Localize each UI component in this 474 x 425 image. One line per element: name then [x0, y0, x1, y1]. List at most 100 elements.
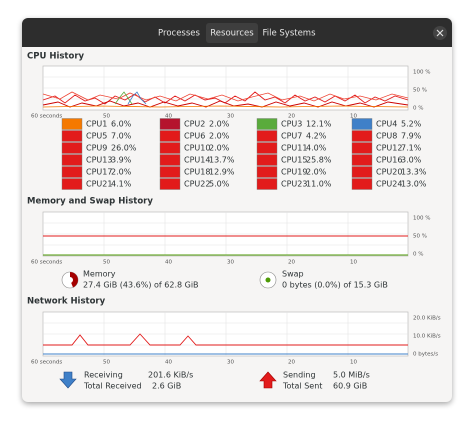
- cpu-usage: 7.1%: [401, 144, 422, 153]
- x-axis-label: 60 seconds: [31, 114, 62, 120]
- cpu-color-swatch[interactable]: [256, 130, 278, 142]
- cpu-usage: 12.1%: [306, 120, 332, 129]
- cpu-color-swatch[interactable]: [351, 142, 373, 154]
- cpu-color-swatch[interactable]: [61, 142, 83, 154]
- cpu-color-swatch[interactable]: [256, 118, 278, 130]
- cpu-color-swatch[interactable]: [159, 178, 181, 190]
- cpu-color-swatch[interactable]: [61, 118, 83, 130]
- cpu-usage: 2.0%: [306, 168, 327, 177]
- tab[interactable]: Resources: [210, 29, 254, 39]
- cpu-color-swatch[interactable]: [61, 178, 83, 190]
- cpu-name: CPU24: [376, 180, 402, 189]
- cpu-usage: 6.0%: [111, 120, 132, 129]
- y-axis-label: 10.0 KiB/s: [413, 334, 441, 340]
- cpu-name: CPU14: [184, 156, 210, 165]
- sending-icon[interactable]: [259, 371, 277, 389]
- y-axis-label: 100 %: [413, 70, 430, 76]
- cpu-color-swatch[interactable]: [159, 142, 181, 154]
- active-tab[interactable]: [206, 23, 258, 43]
- cpu-usage: 5.0%: [209, 180, 230, 189]
- cpu-usage: 13.7%: [209, 156, 235, 165]
- x-axis-label: 30: [227, 360, 234, 366]
- receiving-label: Receiving: [84, 371, 123, 380]
- cpu-name: CPU19: [281, 168, 307, 177]
- cpu-line: [42, 105, 409, 108]
- cpu-color-swatch[interactable]: [256, 142, 278, 154]
- cpu-line: [127, 91, 147, 105]
- x-axis-label: 10: [350, 360, 357, 366]
- cpu-usage: 7.0%: [111, 132, 132, 141]
- cpu-color-swatch[interactable]: [256, 166, 278, 178]
- cpu-color-swatch[interactable]: [61, 166, 83, 178]
- x-axis-label: 40: [165, 260, 172, 266]
- cpu-color-swatch[interactable]: [159, 130, 181, 142]
- sending-label: Sending: [283, 371, 316, 380]
- y-axis-label: 0 %: [413, 106, 423, 112]
- cpu-color-swatch[interactable]: [61, 154, 83, 166]
- cpu-color-swatch[interactable]: [256, 154, 278, 166]
- cpu-usage: 4.2%: [306, 132, 327, 141]
- x-axis-label: 20: [288, 360, 295, 366]
- cpu-usage: 26.0%: [111, 144, 137, 153]
- cpu-name: CPU9: [86, 144, 107, 153]
- cpu-color-swatch[interactable]: [256, 178, 278, 190]
- x-axis-label: 20: [288, 114, 295, 120]
- window: [22, 18, 452, 402]
- cpu-name: CPU18: [184, 168, 210, 177]
- cpu-usage: 25.8%: [306, 156, 332, 165]
- x-axis-label: 10: [350, 260, 357, 266]
- cpu-usage: 12.9%: [209, 168, 235, 177]
- x-axis-label: 30: [227, 260, 234, 266]
- cpu-usage: 3.9%: [111, 156, 132, 165]
- total-sent-label: Total Sent: [282, 382, 322, 391]
- cpu-name: CPU21: [86, 180, 112, 189]
- cpu-usage: 2.0%: [111, 168, 132, 177]
- x-axis-label: 50: [103, 260, 110, 266]
- cpu-usage: 3.0%: [401, 156, 422, 165]
- section-title: Network History: [27, 297, 106, 307]
- receiving-icon[interactable]: [59, 371, 77, 389]
- cpu-usage: 13.3%: [401, 168, 427, 177]
- cpu-color-swatch[interactable]: [351, 166, 373, 178]
- cpu-color-swatch[interactable]: [351, 178, 373, 190]
- tab[interactable]: Processes: [158, 29, 200, 39]
- section-title: CPU History: [27, 52, 85, 62]
- cpu-name: CPU5: [86, 132, 107, 141]
- cpu-line: [42, 91, 409, 102]
- cpu-name: CPU11: [281, 144, 307, 153]
- cpu-usage: 4.1%: [111, 180, 132, 189]
- cpu-name: CPU12: [376, 144, 402, 153]
- tab[interactable]: File Systems: [262, 29, 316, 39]
- x-axis-label: 40: [165, 114, 172, 120]
- grid: [43, 212, 408, 256]
- swap-detail: 0 bytes (0.0%) of 15.3 GiB: [282, 281, 388, 290]
- cpu-usage: 4.0%: [306, 144, 327, 153]
- cpu-color-swatch[interactable]: [351, 154, 373, 166]
- cpu-color-swatch[interactable]: [61, 130, 83, 142]
- y-axis-label: 100 %: [413, 216, 430, 222]
- cpu-color-swatch[interactable]: [159, 154, 181, 166]
- cpu-name: CPU8: [376, 132, 397, 141]
- memory-pie: [70, 272, 78, 288]
- sending-value: 5.0 MiB/s: [333, 371, 370, 380]
- x-axis-label: 40: [165, 360, 172, 366]
- memory-label: Memory: [83, 270, 116, 279]
- cpu-color-swatch[interactable]: [351, 118, 373, 130]
- x-axis-label: 50: [103, 360, 110, 366]
- cpu-name: CPU10: [184, 144, 210, 153]
- grid: [43, 66, 408, 110]
- cpu-name: CPU6: [184, 132, 205, 141]
- cpu-color-swatch[interactable]: [351, 130, 373, 142]
- receiving-line: [43, 333, 408, 346]
- cpu-color-swatch[interactable]: [159, 118, 181, 130]
- cpu-usage: 13.0%: [401, 180, 427, 189]
- cpu-name: CPU17: [86, 168, 112, 177]
- y-axis-label: 0 %: [413, 252, 423, 258]
- cpu-name: CPU2: [184, 120, 205, 129]
- cpu-name: CPU1: [86, 120, 107, 129]
- cpu-color-swatch[interactable]: [159, 166, 181, 178]
- y-axis-label: 0 bytes/s: [413, 352, 438, 358]
- cpu-name: CPU4: [376, 120, 397, 129]
- cpu-name: CPU16: [376, 156, 402, 165]
